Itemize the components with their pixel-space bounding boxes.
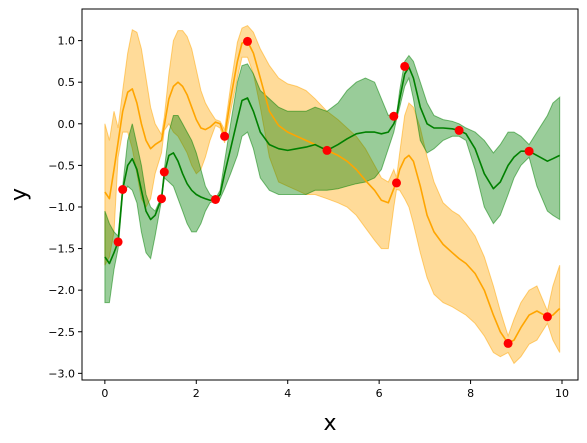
x-axis-ticks: 0 2 4 6 8 10 [101, 380, 569, 400]
observation-point [400, 61, 410, 71]
x-tick-label: 6 [376, 387, 383, 400]
mean-line-1 [104, 40, 561, 345]
observation-point [454, 125, 464, 135]
y-tick-label: −2.5 [48, 326, 75, 339]
y-tick-label: 1.0 [58, 35, 76, 48]
observation-point [113, 237, 123, 247]
y-tick-label: −3.0 [48, 367, 75, 380]
x-tick-label: 8 [467, 387, 474, 400]
observation-point [503, 338, 513, 348]
x-tick-label: 10 [555, 387, 569, 400]
observation-point [159, 167, 169, 177]
observation-point [389, 111, 399, 121]
observation-point [243, 36, 252, 46]
observation-point [220, 131, 230, 141]
x-axis-label: x [323, 411, 336, 436]
observation-point [524, 146, 534, 156]
confidence-band-1 [104, 24, 561, 365]
x-tick-label: 0 [101, 387, 108, 400]
observation-point [392, 178, 401, 188]
observation-point [118, 185, 128, 194]
y-tick-label: 0.0 [58, 118, 76, 131]
y-axis-label: y [7, 188, 32, 201]
y-tick-label: 0.5 [58, 76, 76, 89]
x-tick-label: 2 [193, 387, 200, 400]
observation-point [322, 145, 332, 155]
y-tick-label: −1.5 [48, 243, 75, 256]
y-tick-label: −1.0 [48, 201, 75, 214]
observation-points [113, 36, 552, 348]
observation-point [211, 195, 220, 204]
observation-point [157, 194, 166, 204]
y-tick-label: −0.5 [48, 159, 75, 172]
observation-point [542, 312, 552, 322]
y-axis-ticks: 1.0 0.5 0.0 −0.5 −1.0 −1.5 −2.0 −2.5 −3.0 [48, 35, 82, 380]
x-tick-label: 4 [284, 387, 291, 400]
plot-frame [81, 8, 579, 381]
y-tick-label: −2.0 [48, 284, 75, 297]
